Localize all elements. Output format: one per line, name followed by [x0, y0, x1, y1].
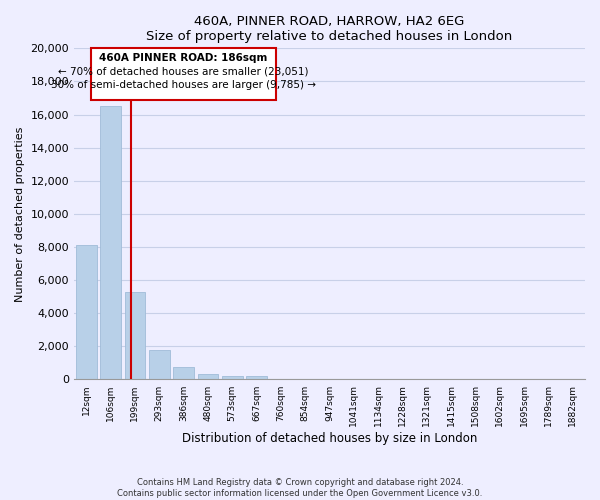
Text: 30% of semi-detached houses are larger (9,785) →: 30% of semi-detached houses are larger (… — [51, 80, 316, 90]
X-axis label: Distribution of detached houses by size in London: Distribution of detached houses by size … — [182, 432, 477, 445]
Bar — [76, 246, 97, 380]
FancyBboxPatch shape — [91, 48, 276, 100]
Bar — [149, 350, 170, 380]
Bar — [197, 374, 218, 380]
Bar — [100, 106, 121, 380]
Text: 460A PINNER ROAD: 186sqm: 460A PINNER ROAD: 186sqm — [99, 54, 268, 64]
Title: 460A, PINNER ROAD, HARROW, HA2 6EG
Size of property relative to detached houses : 460A, PINNER ROAD, HARROW, HA2 6EG Size … — [146, 15, 512, 43]
Bar — [173, 367, 194, 380]
Bar — [125, 292, 145, 380]
Bar — [246, 376, 267, 380]
Y-axis label: Number of detached properties: Number of detached properties — [15, 126, 25, 302]
Text: ← 70% of detached houses are smaller (23,051): ← 70% of detached houses are smaller (23… — [58, 66, 308, 76]
Bar — [222, 376, 242, 380]
Text: Contains HM Land Registry data © Crown copyright and database right 2024.
Contai: Contains HM Land Registry data © Crown c… — [118, 478, 482, 498]
